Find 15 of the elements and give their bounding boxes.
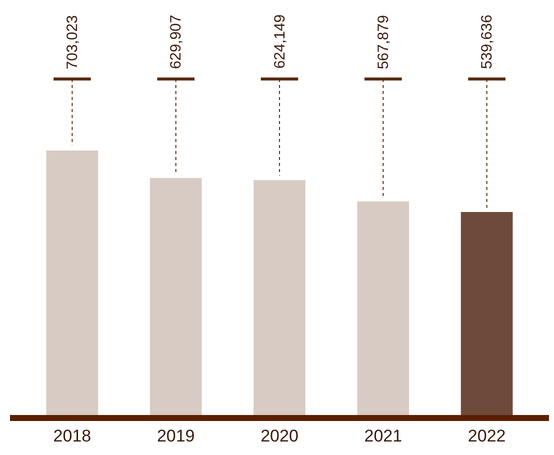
x-tick-label: 2022 (468, 426, 506, 446)
data-label: 624,149 (271, 14, 288, 69)
bar (46, 150, 98, 415)
x-tick-label: 2021 (364, 426, 402, 446)
bar (150, 178, 202, 415)
data-label: 629,907 (168, 14, 185, 69)
bar (460, 212, 513, 415)
bar (254, 180, 306, 415)
data-label: 539,636 (478, 14, 496, 69)
data-label: 567,879 (375, 15, 392, 70)
x-tick-label: 2020 (260, 426, 298, 446)
x-tick-label: 2019 (156, 426, 195, 446)
x-tick-label: 2018 (53, 426, 92, 446)
bar (357, 201, 410, 415)
data-label: 703,023 (64, 15, 82, 70)
